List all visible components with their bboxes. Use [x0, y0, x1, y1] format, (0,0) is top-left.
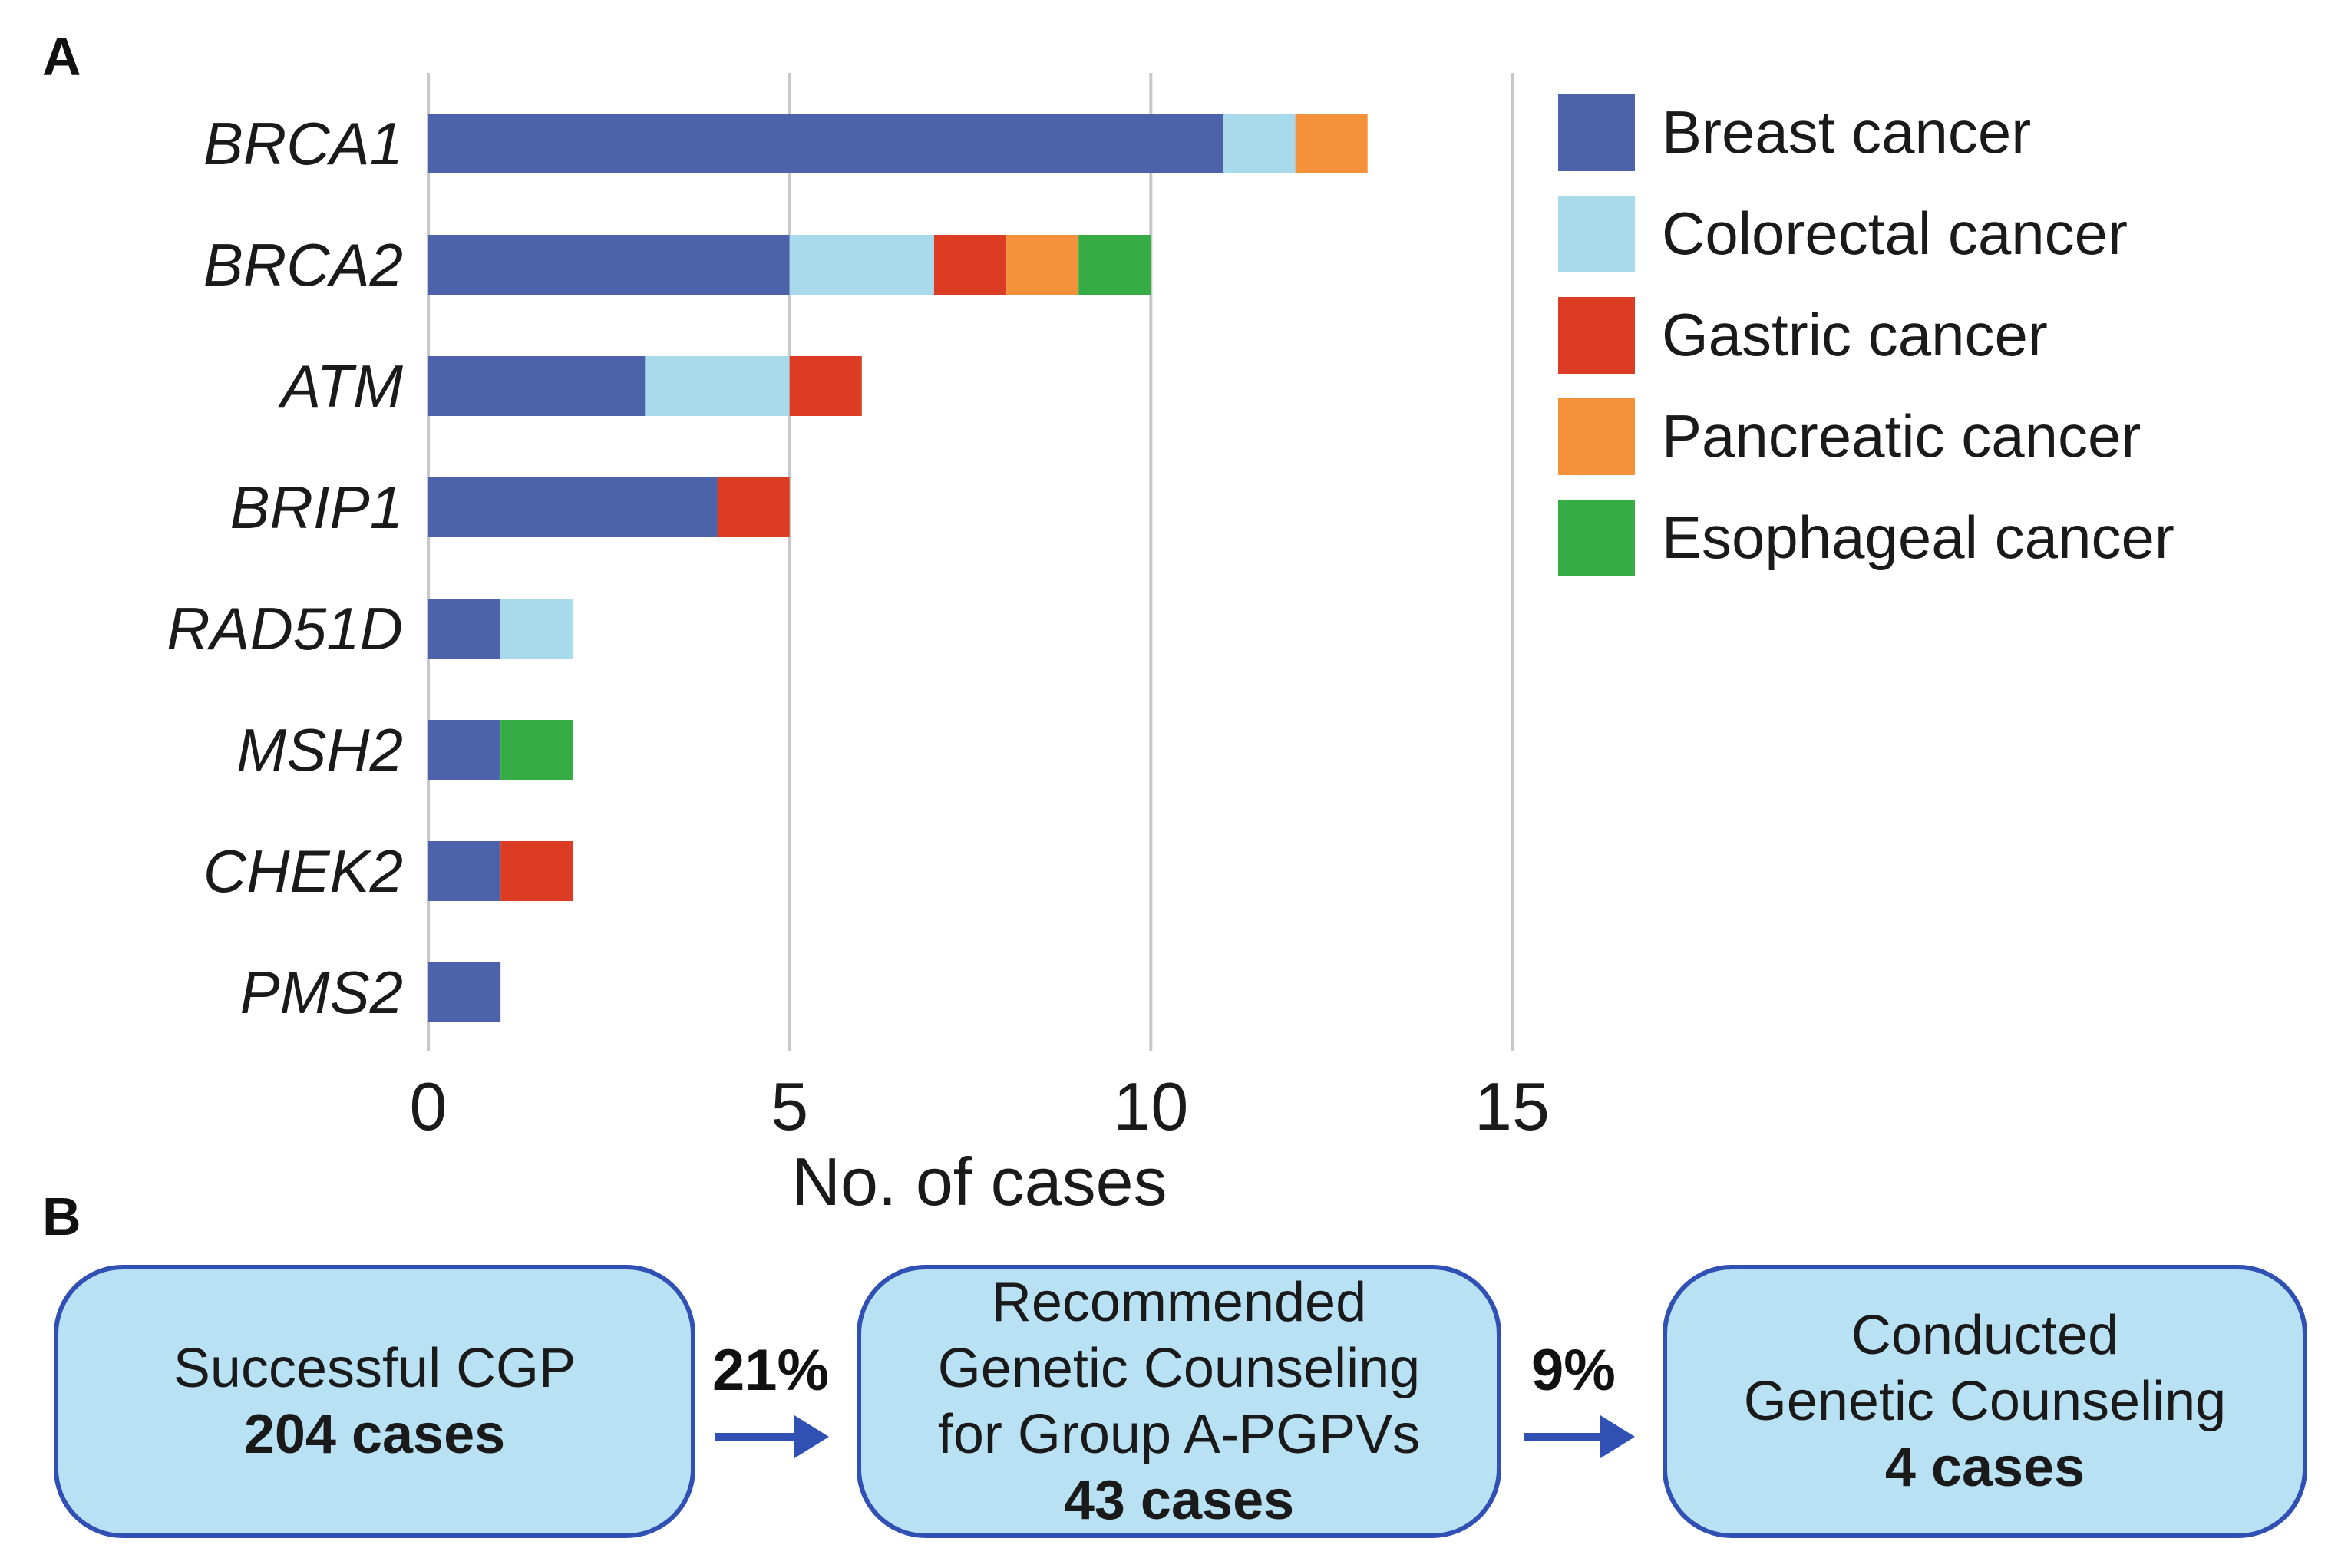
bar-atm-colorectal-cancer	[645, 356, 790, 416]
category-label-brip1: BRIP1	[230, 474, 403, 541]
bar-atm-gastric-cancer	[789, 356, 862, 416]
bar-rad51d-breast-cancer	[428, 599, 501, 659]
flow-box-count: 204 cases	[243, 1404, 506, 1465]
bar-msh2-breast-cancer	[428, 720, 501, 780]
legend-label-esophageal-cancer: Esophageal cancer	[1662, 503, 2174, 571]
bar-brca2-pancreatic-cancer	[1006, 235, 1079, 295]
flow-arrows	[715, 1415, 1635, 1458]
flow-box-conducted-counseling: Conducted Genetic Counseling 4 cases	[1663, 1265, 2307, 1538]
flow-box-recommended-counseling: Recommended Genetic Counseling for Group…	[857, 1265, 1501, 1538]
legend-swatch-breast-cancer	[1558, 94, 1635, 171]
bar-rad51d-colorectal-cancer	[500, 599, 573, 659]
category-label-msh2: MSH2	[236, 716, 403, 784]
flow-box-text: Successful CGP	[173, 1338, 576, 1399]
category-label-brca1: BRCA1	[203, 110, 403, 177]
bar-chek2-gastric-cancer	[500, 841, 573, 901]
flow-box-count: 43 cases	[1063, 1470, 1295, 1531]
bar-brca1-colorectal-cancer	[1223, 114, 1296, 173]
x-tick-label-0: 0	[410, 1068, 447, 1144]
legend-swatch-pancreatic-cancer	[1558, 398, 1635, 475]
category-label-chek2: CHEK2	[203, 837, 403, 905]
bar-brca2-esophageal-cancer	[1078, 235, 1151, 295]
legend-swatch-gastric-cancer	[1558, 297, 1635, 374]
bar-brca2-breast-cancer	[428, 235, 790, 295]
x-tick-labels: 0 5 10 15	[410, 1068, 1550, 1144]
flow-box-text: for Group A-PGPVs	[937, 1404, 1421, 1465]
flow-arrow-head-1	[794, 1415, 829, 1458]
bar-atm-breast-cancer	[428, 356, 646, 416]
bar-series	[428, 114, 1368, 1022]
arrow-percent-21: 21%	[712, 1338, 830, 1403]
flow-box-successful-cgp: Successful CGP 204 cases	[54, 1265, 695, 1538]
flow-box-count: 4 cases	[1884, 1437, 2085, 1498]
legend-swatch-colorectal-cancer	[1558, 196, 1635, 272]
bar-brca1-pancreatic-cancer	[1295, 114, 1368, 173]
flow-box-text: Genetic Counseling	[1743, 1371, 2227, 1432]
flow-box-text: Conducted	[1851, 1305, 2119, 1366]
bar-chek2-breast-cancer	[428, 841, 501, 901]
category-labels: BRCA1 BRCA2 ATM BRIP1 RAD51D MSH2 CHEK2 PMS2	[167, 110, 403, 1026]
x-axis-title: No. of cases	[791, 1144, 1167, 1220]
legend: Breast cancer Colorectal cancer Gastric ca…	[1558, 94, 2174, 576]
flow-box-text: Recommended	[991, 1272, 1367, 1333]
bar-brip1-breast-cancer	[428, 477, 718, 537]
panel-a-label: A	[42, 27, 81, 87]
panel-b-label: B	[42, 1187, 81, 1246]
legend-label-gastric-cancer: Gastric cancer	[1662, 301, 2048, 368]
bar-brca1-breast-cancer	[428, 114, 1223, 173]
bar-brca2-gastric-cancer	[933, 235, 1007, 295]
bar-msh2-esophageal-cancer	[500, 720, 573, 780]
flow-box-text: Genetic Counseling	[937, 1338, 1421, 1399]
category-label-pms2: PMS2	[240, 959, 403, 1026]
bar-pms2-breast-cancer	[428, 962, 501, 1022]
x-tick-label-15: 15	[1474, 1068, 1550, 1144]
category-label-brca2: BRCA2	[203, 231, 403, 299]
bar-brca2-colorectal-cancer	[789, 235, 934, 295]
bar-brip1-gastric-cancer	[717, 477, 790, 537]
legend-swatch-esophageal-cancer	[1558, 500, 1635, 576]
category-label-atm: ATM	[278, 352, 403, 420]
grid-lines	[427, 73, 1514, 1051]
arrow-percent-9: 9%	[1531, 1338, 1616, 1403]
legend-label-breast-cancer: Breast cancer	[1662, 98, 2031, 166]
legend-label-colorectal-cancer: Colorectal cancer	[1662, 200, 2128, 267]
x-tick-label-10: 10	[1113, 1068, 1188, 1144]
flow-arrow-head-2	[1600, 1415, 1635, 1458]
legend-label-pancreatic-cancer: Pancreatic cancer	[1662, 402, 2141, 470]
category-label-rad51d: RAD51D	[167, 595, 403, 662]
x-tick-label-5: 5	[771, 1068, 808, 1144]
